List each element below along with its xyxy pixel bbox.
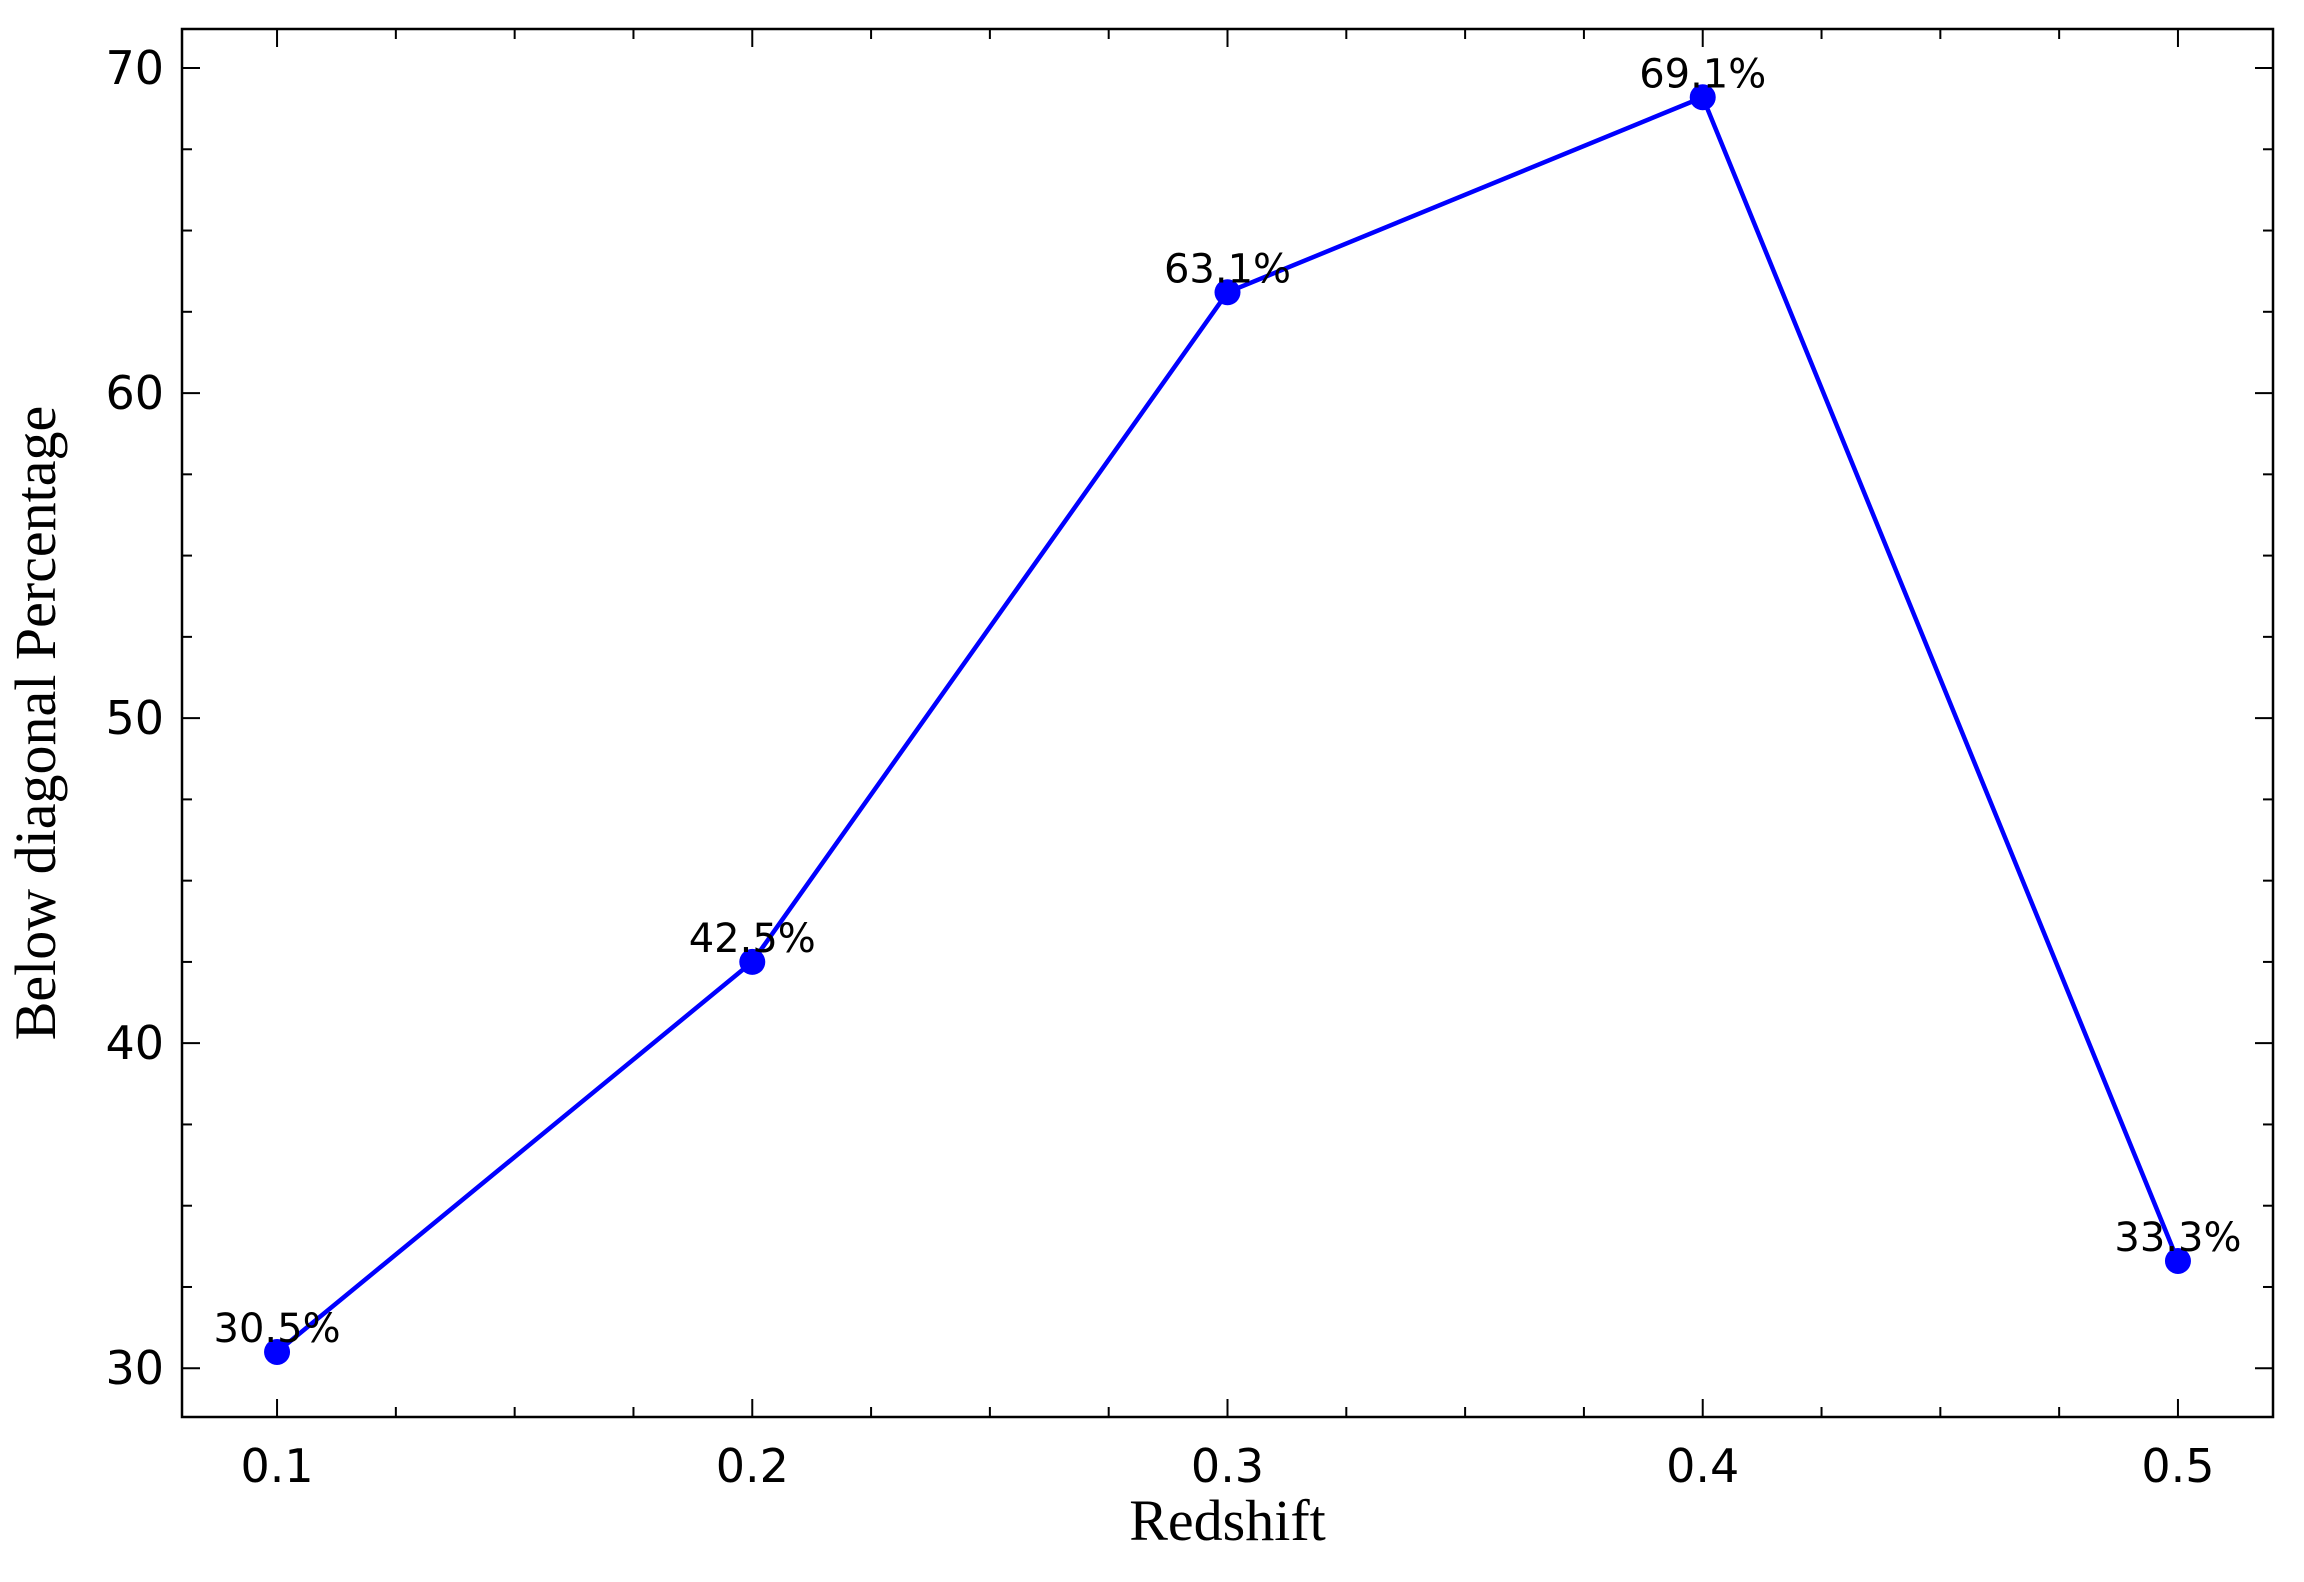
data-point bbox=[1214, 279, 1241, 306]
y-tick-label: 40 bbox=[105, 1016, 164, 1070]
plot-frame bbox=[180, 27, 2275, 1419]
y-tick-label: 30 bbox=[105, 1341, 164, 1395]
labels-layer: 30.5% 42.5% 63.1% 69.1% 33.3% bbox=[214, 51, 2242, 1352]
data-label: 33.3% bbox=[2114, 1215, 2241, 1261]
data-label: 42.5% bbox=[689, 916, 816, 962]
x-tick-label: 0.5 bbox=[2141, 1439, 2214, 1493]
data-label: 63.1% bbox=[1164, 246, 1291, 292]
y-axis-title: Below diagonal Percentage bbox=[3, 406, 68, 1041]
data-point bbox=[1689, 84, 1716, 111]
y-tick-label: 50 bbox=[105, 691, 164, 745]
x-tick-label: 0.4 bbox=[1666, 1439, 1739, 1493]
y-tick-label: 70 bbox=[105, 41, 164, 95]
data-point bbox=[264, 1338, 291, 1365]
data-point bbox=[739, 948, 766, 975]
x-tick-label: 0.2 bbox=[716, 1439, 789, 1493]
data-point bbox=[2164, 1247, 2191, 1274]
x-axis-title: Redshift bbox=[1129, 1488, 1326, 1553]
data-label: 69.1% bbox=[1639, 51, 1766, 97]
ticks-layer: 0.1 0.2 0.3 0.4 0.5 30 40 50 60 70 bbox=[105, 29, 2273, 1493]
x-tick-label: 0.1 bbox=[240, 1439, 313, 1493]
data-label: 30.5% bbox=[214, 1306, 341, 1352]
series-layer bbox=[264, 84, 2191, 1365]
y-tick-label: 60 bbox=[105, 366, 164, 420]
x-tick-label: 0.3 bbox=[1191, 1439, 1264, 1493]
